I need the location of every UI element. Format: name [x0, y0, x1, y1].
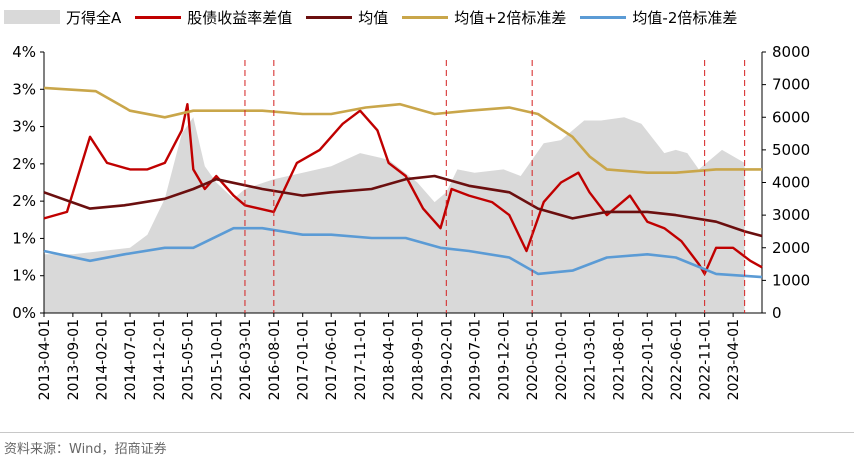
x-tick-label: 2022-11-01: [698, 319, 714, 400]
x-tick-label: 2022-06-01: [669, 319, 685, 400]
x-tick-label: 2016-08-01: [267, 319, 283, 400]
legend-label-spread: 股债收益率差值: [187, 8, 293, 27]
series-line-mean: [43, 174, 763, 238]
series-line-lower: [43, 226, 763, 279]
left-tick-label: 1%: [12, 229, 36, 247]
legend-swatch-wind-a: [4, 10, 60, 24]
x-tick-label: 2014-07-01: [123, 319, 139, 400]
x-tick-label: 2017-01-01: [296, 319, 312, 400]
legend-item-mean: 均值: [306, 7, 388, 28]
x-tick-label: 2015-10-01: [209, 319, 225, 400]
x-tick-label: 2021-03-01: [583, 319, 599, 400]
legend-item-spread: 股债收益率差值: [135, 7, 292, 28]
x-tick-label: 2019-07-01: [468, 319, 484, 400]
x-tick-label: 2020-10-01: [554, 319, 570, 400]
x-tick-label: 2019-02-01: [439, 319, 455, 400]
x-tick-label: 2022-01-01: [640, 319, 656, 400]
right-tick-label: 7000: [772, 76, 810, 94]
right-tick-label: 8000: [772, 43, 810, 61]
right-tick-label: 3000: [772, 206, 810, 224]
x-tick-label: 2013-04-01: [37, 319, 53, 400]
x-tick-label: 2021-08-01: [611, 319, 627, 400]
legend-label-wind-a: 万得全A: [66, 8, 122, 27]
legend-swatch-spread: [135, 15, 182, 19]
legend-label-upper: 均值+2倍标准差: [454, 8, 567, 27]
chart-svg: 4% 3% 3% 2% 2% 1% 1% 0% 8000 7000 6000 5000 4000 3000…: [12, 43, 810, 400]
legend-item-lower: 均值-2倍标准差: [580, 7, 737, 28]
legend-swatch-upper: [402, 15, 449, 19]
legend-label-mean: 均值: [358, 8, 389, 27]
legend-item-upper: 均值+2倍标准差: [402, 7, 566, 28]
x-tick-label: 2020-05-01: [525, 319, 541, 400]
right-tick-label: 5000: [772, 141, 810, 159]
legend-swatch-lower: [580, 15, 627, 19]
x-tick-label: 2016-03-01: [238, 319, 254, 400]
left-tick-label: 1%: [12, 267, 36, 285]
left-tick-label: 3%: [12, 118, 36, 136]
series-area-wind-a: [44, 117, 745, 313]
right-tick-label: 0: [772, 304, 782, 322]
x-tick-label: 2017-06-01: [324, 319, 340, 400]
x-tick-label: 2017-11-01: [353, 319, 369, 400]
left-tick-label: 2%: [12, 192, 36, 210]
left-tick-label: 4%: [12, 43, 36, 61]
x-tick-label: 2019-12-01: [496, 319, 512, 400]
left-tick-label: 2%: [12, 155, 36, 173]
right-tick-label: 1000: [772, 271, 810, 289]
series-line-upper: [43, 86, 762, 174]
right-tick-label: 2000: [772, 239, 810, 257]
right-tick-label: 4000: [772, 174, 810, 192]
x-tick-label: 2018-04-01: [382, 319, 398, 400]
legend-item-wind-a: 万得全A: [4, 7, 121, 28]
footer-divider: [0, 432, 854, 433]
x-tick-label: 2013-09-01: [66, 319, 82, 400]
x-tick-label: 2015-05-01: [180, 319, 196, 400]
x-tick-label: 2023-04-01: [726, 319, 742, 400]
right-tick-label: 6000: [772, 108, 810, 126]
series-line-spread: [43, 102, 763, 276]
source-note: 资料来源：Wind，招商证券: [4, 442, 167, 457]
left-tick-label: 0%: [12, 304, 36, 322]
x-tick-label: 2018-09-01: [410, 319, 426, 400]
left-tick-label: 3%: [12, 80, 36, 98]
legend: 万得全A 股债收益率差值 均值 均值+2倍标准差 均值-2倍标准差: [4, 4, 751, 30]
x-tick-label: 2014-02-01: [95, 319, 111, 400]
legend-label-lower: 均值-2倍标准差: [632, 8, 738, 27]
legend-swatch-mean: [306, 15, 353, 19]
x-tick-label: 2014-12-01: [152, 319, 168, 400]
